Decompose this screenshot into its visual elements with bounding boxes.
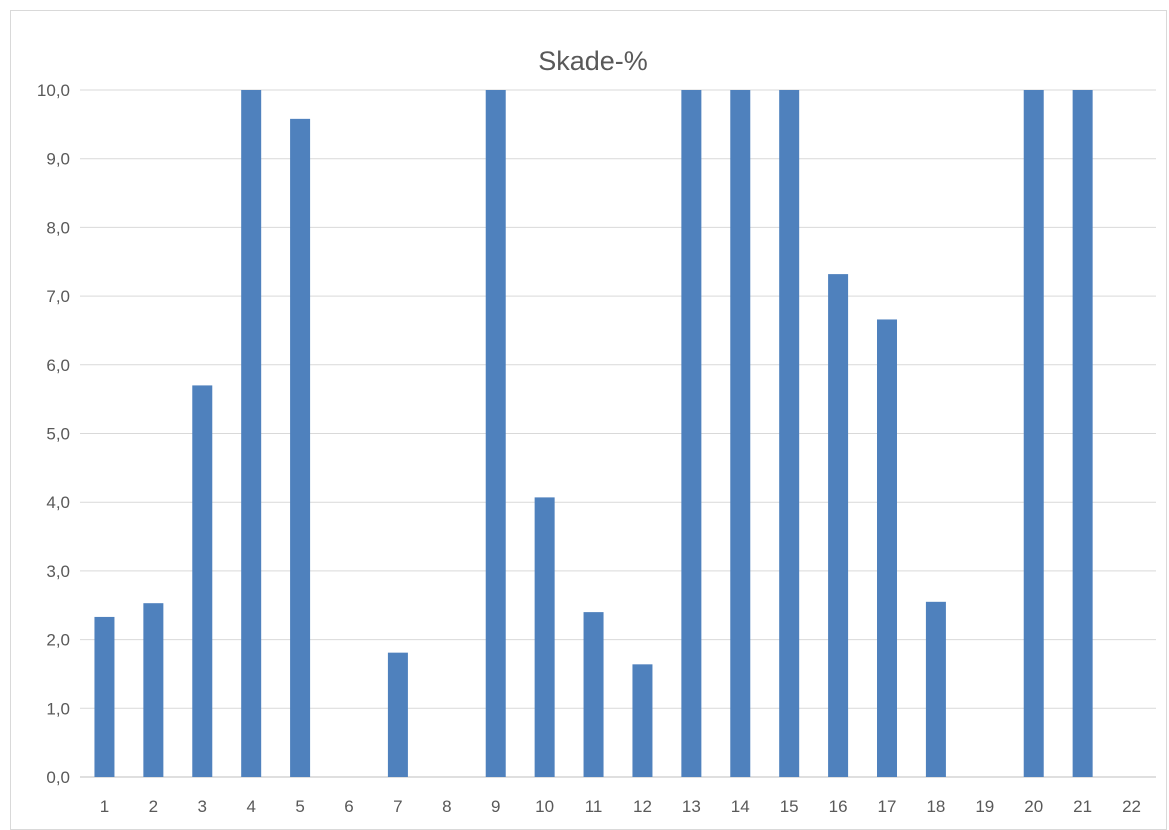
bar [779,90,800,777]
bar [681,90,702,777]
x-tick-label: 11 [585,797,603,816]
chart-title: Skade-% [538,46,648,76]
bar [730,90,751,777]
bar [925,601,946,777]
bar [877,319,897,777]
x-tick-label: 22 [1122,797,1141,816]
x-tick-label: 21 [1073,797,1092,816]
bar [143,603,164,777]
bar [632,664,653,777]
bar [828,274,849,777]
x-tick-label: 7 [393,797,402,816]
x-tick-label: 1 [100,797,109,816]
bar [94,616,115,777]
x-tick-label: 2 [149,797,158,816]
bars [94,90,1093,777]
x-tick-label: 8 [442,797,451,816]
bar [241,90,262,777]
y-tick-label: 8,0 [46,218,70,237]
x-tick-label: 4 [246,797,255,816]
x-axis-tick-labels: 1 2 3 4 5 6 7 8 9 10 11 12 13 14 15 16 17 18 19 20 21 22 [100,797,1141,816]
bar [534,497,555,777]
x-tick-label: 15 [780,797,799,816]
y-tick-label: 3,0 [46,562,70,581]
bar [387,652,408,777]
y-tick-label: 5,0 [46,425,70,444]
y-tick-label: 0,0 [46,768,70,787]
y-tick-label: 9,0 [46,150,70,169]
x-tick-label: 6 [344,797,353,816]
bar [485,90,506,777]
bar [1023,90,1044,777]
x-tick-label: 14 [731,797,750,816]
bar [1072,90,1093,777]
y-tick-label: 2,0 [46,631,70,650]
x-tick-label: 12 [633,797,652,816]
y-axis-tick-labels: 0,0 1,0 2,0 3,0 4,0 5,0 6,0 7,0 8,0 9,0 10,0 [37,81,70,787]
x-tick-label: 19 [975,797,994,816]
x-tick-label: 9 [491,797,500,816]
y-tick-label: 1,0 [46,699,70,718]
x-tick-label: 5 [295,797,304,816]
x-tick-label: 3 [198,797,207,816]
y-tick-label: 6,0 [46,356,70,375]
x-tick-label: 20 [1024,797,1043,816]
x-tick-label: 17 [878,797,897,816]
y-tick-label: 4,0 [46,493,70,512]
bar [192,385,213,777]
y-tick-label: 7,0 [46,287,70,306]
x-tick-label: 10 [535,797,554,816]
bar [290,118,311,777]
x-tick-label: 18 [926,797,945,816]
x-tick-label: 13 [682,797,701,816]
bar [583,612,604,777]
x-tick-label: 16 [829,797,848,816]
y-tick-label: 10,0 [37,81,70,100]
